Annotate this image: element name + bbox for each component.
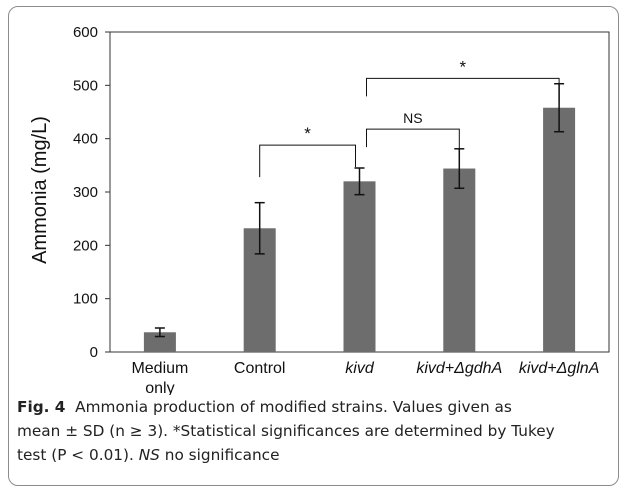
caption-line-3: test (P < 0.01). NS no significance <box>17 443 613 467</box>
bar <box>343 181 376 352</box>
significance-bracket <box>366 77 560 103</box>
bar <box>443 168 476 352</box>
x-tick-label: Control <box>234 360 286 377</box>
caption-line-2: mean ± SD (n ≥ 3). *Statistical signific… <box>17 422 555 440</box>
y-axis-ticks: 0 100 200 300 400 500 600 <box>73 24 110 361</box>
caption-text-1: Ammonia production of modified strains. … <box>75 398 512 416</box>
significance-brackets: * NS * <box>259 57 560 178</box>
figure-frame <box>8 6 619 486</box>
x-tick-label: Medium <box>131 360 188 377</box>
x-tick-label: kivd <box>345 360 375 377</box>
significance-bracket <box>366 128 460 152</box>
x-tick-label: kivd+ΔgdhA <box>416 360 502 377</box>
chart-bars <box>143 107 576 352</box>
x-axis-labels: Medium only Control kivd kivd+ΔgdhA kivd+Δgln… <box>131 360 599 395</box>
y-tick-label: 300 <box>73 184 98 201</box>
significance-label: NS <box>403 110 422 126</box>
caption-ns-abbrev: NS <box>138 446 160 464</box>
significance-label: * <box>459 57 466 76</box>
bar <box>143 332 176 352</box>
x-tick-label: only <box>145 380 174 395</box>
y-tick-label: 600 <box>73 24 98 41</box>
x-tick-label: kivd+ΔglnA <box>519 360 600 377</box>
y-tick-label: 0 <box>90 344 98 361</box>
y-tick-label: 400 <box>73 131 98 148</box>
y-axis-label: Ammonia (mg/L) <box>29 116 51 264</box>
caption-text-3-end: no significance <box>159 446 280 464</box>
caption-text-3: test (P < 0.01). <box>17 446 139 464</box>
y-tick-label: 500 <box>73 77 98 94</box>
significance-bracket <box>259 144 356 178</box>
significance-label: * <box>304 124 311 143</box>
y-tick-label: 100 <box>73 291 98 308</box>
figure-label: Fig. 4 <box>17 398 66 416</box>
y-tick-label: 200 <box>73 237 98 254</box>
bar-chart: 0 100 200 300 400 500 600 * NS * Medium only Contr… <box>29 24 610 395</box>
caption-line-1: Fig. 4 Ammonia production of modified st… <box>17 395 613 419</box>
bar <box>543 107 576 352</box>
figure-caption: Fig. 4 Ammonia production of modified st… <box>17 395 613 467</box>
